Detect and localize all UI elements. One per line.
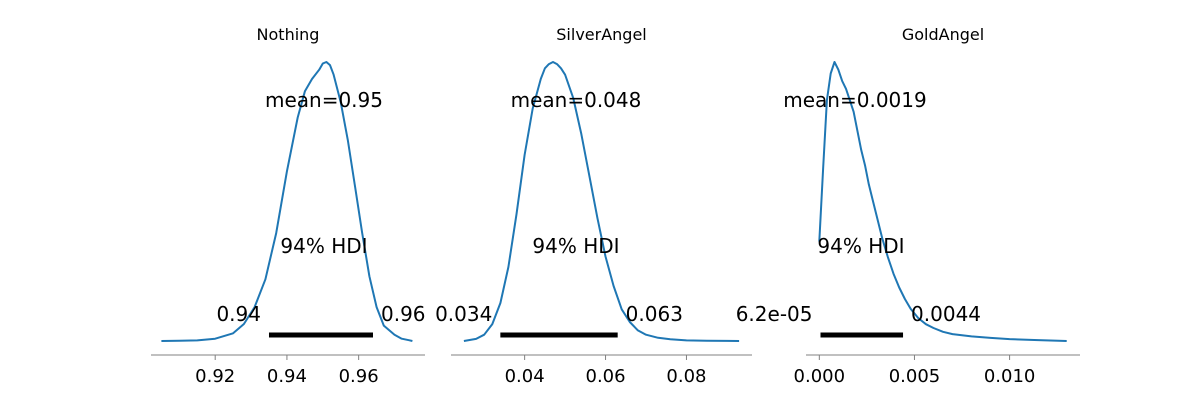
kde-curve [463, 61, 740, 342]
x-tick-label: 0.08 [666, 366, 706, 387]
x-tick-label: 0.04 [505, 366, 545, 387]
hdi-high-label: 0.96 [381, 302, 426, 326]
hdi-low-label: 0.94 [216, 302, 261, 326]
x-tick-label: 0.06 [586, 366, 626, 387]
hdi-label: 94% HDI [280, 234, 367, 258]
panel-goldangel: GoldAngel 0.000 0.005 0.010 mean=0.0019 94% H… [736, 25, 1080, 387]
panel-title: Nothing [257, 25, 320, 44]
mean-label: mean=0.95 [265, 88, 383, 112]
x-tick-label: 0.010 [984, 366, 1036, 387]
mean-label: mean=0.0019 [783, 88, 926, 112]
hdi-low-label: 6.2e-05 [736, 302, 813, 326]
panel-silverangel: SilverAngel 0.04 0.06 0.08 mean=0.048 94% HDI… [435, 25, 752, 387]
hdi-high-label: 0.0044 [911, 302, 981, 326]
hdi-label: 94% HDI [532, 234, 619, 258]
mean-label: mean=0.048 [511, 88, 642, 112]
kde-curve [161, 61, 413, 342]
x-tick-label: 0.005 [889, 366, 941, 387]
hdi-high-label: 0.063 [626, 302, 683, 326]
x-tick-label: 0.96 [339, 366, 379, 387]
panel-nothing: Nothing 0.92 0.94 0.96 mean=0.95 94% HDI 0.94 0… [151, 25, 426, 387]
panel-title: SilverAngel [556, 25, 646, 44]
panel-title: GoldAngel [902, 25, 984, 44]
hdi-label: 94% HDI [817, 234, 904, 258]
hdi-low-label: 0.034 [435, 302, 492, 326]
kde-curve [818, 61, 1067, 342]
x-tick-label: 0.92 [195, 366, 235, 387]
x-tick-label: 0.94 [267, 366, 307, 387]
x-tick-label: 0.000 [794, 366, 846, 387]
